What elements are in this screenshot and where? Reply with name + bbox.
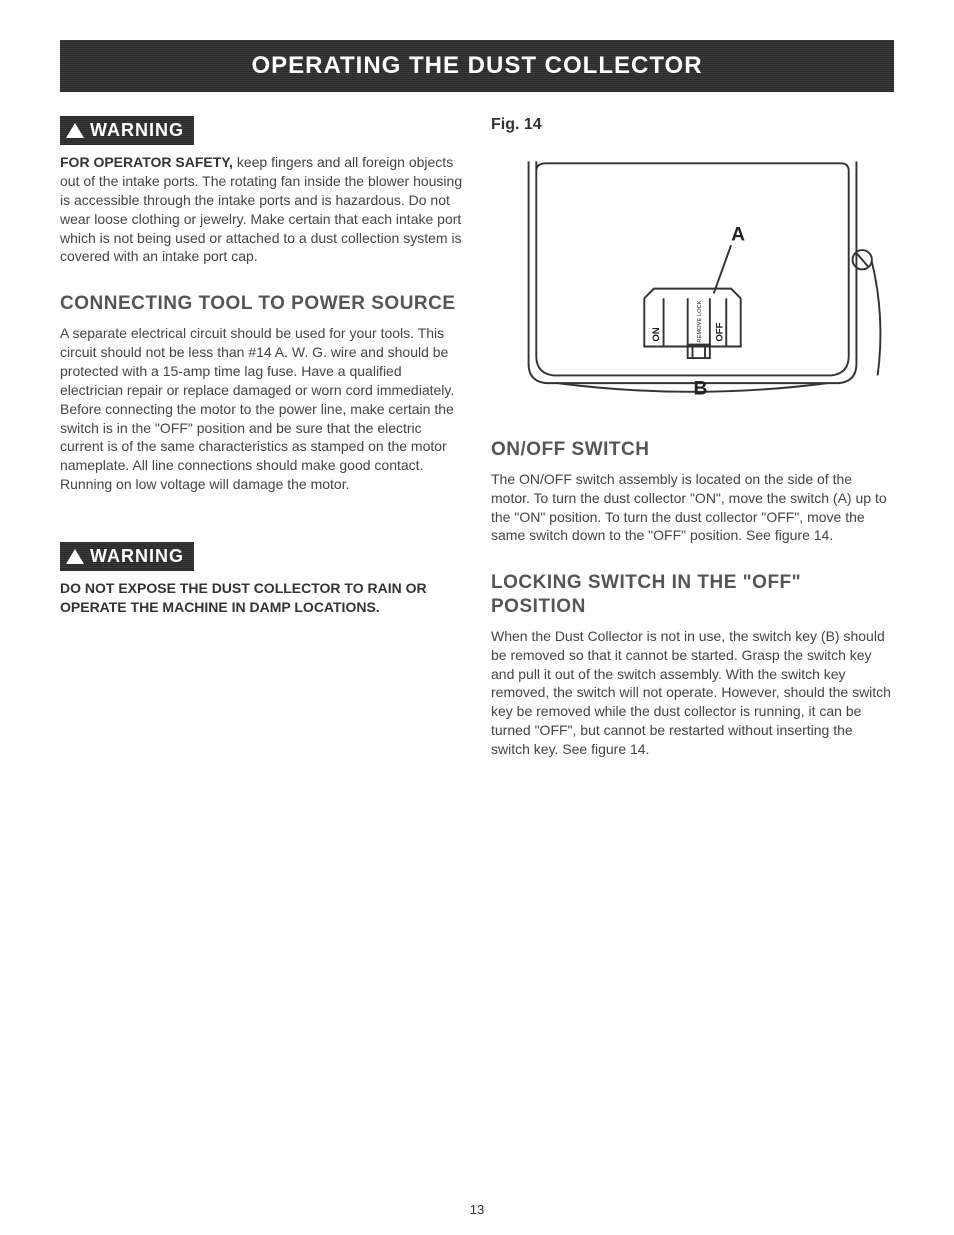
warning-triangle-icon [66,123,84,138]
figure-14: A B ON REMOVE LOCK OFF [491,144,894,414]
connecting-body: A separate electrical circuit should be … [60,324,463,494]
locking-heading: LOCKING SWITCH IN THE "OFF" POSITION [491,571,894,619]
onoff-heading: ON/OFF SWITCH [491,438,894,462]
page-number: 13 [0,1202,954,1217]
page-banner: OPERATING THE DUST COLLECTOR [60,40,894,92]
warning-label: WARNING [90,546,184,567]
locking-body: When the Dust Collector is not in use, t… [491,627,894,759]
warning-1-body: keep fingers and all foreign objects out… [60,154,462,264]
warning-triangle-icon [66,549,84,564]
warning-badge-1: WARNING [60,116,194,145]
connecting-heading: CONNECTING TOOL TO POWER SOURCE [60,292,463,316]
warning-1-text: FOR OPERATOR SAFETY, keep fingers and al… [60,153,463,266]
warning-badge-2: WARNING [60,542,194,571]
warning-2-body: DO NOT EXPOSE THE DUST COLLECTOR TO RAIN… [60,579,463,617]
switch-off-label: OFF [714,322,725,341]
switch-on-label: ON [651,327,662,341]
switch-mid-label: REMOVE LOCK [697,300,703,342]
figure-label: Fig. 14 [491,116,894,134]
warning-1-lead: FOR OPERATOR SAFETY, [60,154,233,170]
warning-label: WARNING [90,120,184,141]
two-column-layout: WARNING FOR OPERATOR SAFETY, keep finger… [60,116,894,779]
right-column: Fig. 14 [491,116,894,779]
figure-label-b: B [693,379,707,400]
figure-label-a: A [731,224,745,245]
banner-title: OPERATING THE DUST COLLECTOR [251,52,702,79]
onoff-body: The ON/OFF switch assembly is located on… [491,470,894,546]
left-column: WARNING FOR OPERATOR SAFETY, keep finger… [60,116,463,779]
